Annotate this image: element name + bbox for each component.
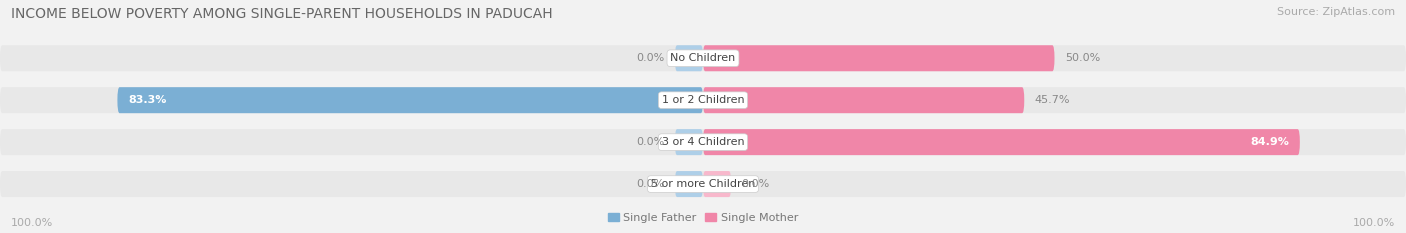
Text: 0.0%: 0.0% — [636, 179, 665, 189]
FancyBboxPatch shape — [675, 171, 703, 197]
FancyBboxPatch shape — [703, 129, 1301, 155]
Text: 84.9%: 84.9% — [1250, 137, 1289, 147]
FancyBboxPatch shape — [703, 45, 1054, 71]
Text: 5 or more Children: 5 or more Children — [651, 179, 755, 189]
Text: 3 or 4 Children: 3 or 4 Children — [662, 137, 744, 147]
FancyBboxPatch shape — [675, 45, 703, 71]
Text: 0.0%: 0.0% — [742, 179, 770, 189]
FancyBboxPatch shape — [0, 87, 1406, 113]
Text: 50.0%: 50.0% — [1066, 53, 1101, 63]
FancyBboxPatch shape — [117, 87, 703, 113]
FancyBboxPatch shape — [675, 129, 703, 155]
FancyBboxPatch shape — [0, 45, 1406, 71]
Text: 100.0%: 100.0% — [11, 218, 53, 228]
Text: Source: ZipAtlas.com: Source: ZipAtlas.com — [1277, 7, 1395, 17]
Text: 45.7%: 45.7% — [1035, 95, 1070, 105]
FancyBboxPatch shape — [703, 87, 1024, 113]
FancyBboxPatch shape — [0, 129, 1406, 155]
Text: 100.0%: 100.0% — [1353, 218, 1395, 228]
Legend: Single Father, Single Mother: Single Father, Single Mother — [603, 209, 803, 227]
Text: 83.3%: 83.3% — [128, 95, 166, 105]
Text: INCOME BELOW POVERTY AMONG SINGLE-PARENT HOUSEHOLDS IN PADUCAH: INCOME BELOW POVERTY AMONG SINGLE-PARENT… — [11, 7, 553, 21]
Text: 1 or 2 Children: 1 or 2 Children — [662, 95, 744, 105]
Text: 0.0%: 0.0% — [636, 53, 665, 63]
FancyBboxPatch shape — [703, 171, 731, 197]
Text: 0.0%: 0.0% — [636, 137, 665, 147]
Text: No Children: No Children — [671, 53, 735, 63]
FancyBboxPatch shape — [0, 171, 1406, 197]
